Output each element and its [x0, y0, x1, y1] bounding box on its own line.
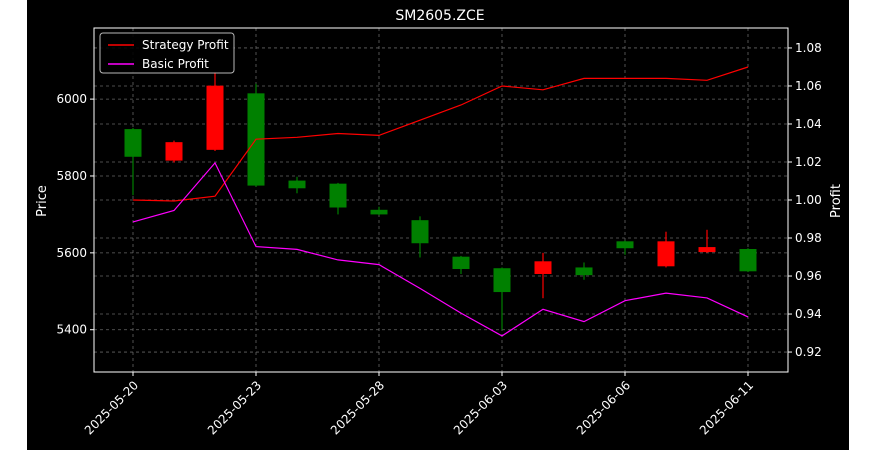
candle-body — [493, 268, 511, 293]
y-left-tick-label: 5600 — [56, 246, 87, 260]
y-right-tick-label: 0.92 — [795, 345, 822, 359]
candle-body — [329, 183, 347, 208]
y-right-tick-label: 1.08 — [795, 41, 822, 55]
basic-profit-line — [132, 161, 749, 337]
candle-body — [452, 256, 470, 269]
y-left-tick-label: 5800 — [56, 169, 87, 183]
profit-lines — [132, 66, 749, 337]
plot-frame — [93, 27, 789, 373]
x-tick-label: 2025-06-11 — [697, 378, 756, 437]
candle-body — [616, 241, 634, 249]
y-axis-left-label: Price — [35, 185, 50, 217]
candle-body — [657, 241, 675, 267]
candle-body — [288, 180, 306, 189]
legend-box — [99, 32, 235, 74]
y-axis-right-label: Profit — [829, 184, 844, 218]
y-right-tick-label: 1.06 — [795, 79, 822, 93]
y-left-tick-label: 5400 — [56, 323, 87, 337]
x-tick-label: 2025-06-03 — [451, 378, 510, 437]
candle-body — [124, 129, 142, 157]
chart-title: SM2605.ZCE — [395, 8, 484, 24]
candlestick-chart: SM2605.ZCE 2025-05-20 2025-05-23 2025-05-2… — [35, 8, 844, 437]
candle-body — [165, 142, 183, 161]
legend-label: Strategy Profit — [142, 38, 229, 52]
x-tick-label: 2025-06-06 — [574, 378, 633, 437]
candle-body — [206, 85, 224, 150]
candle-body — [698, 247, 716, 253]
y-left-tick-label: 6000 — [56, 92, 87, 106]
x-tick-label: 2025-05-23 — [205, 378, 264, 437]
candle-body — [411, 220, 429, 244]
candle-body — [575, 267, 593, 276]
legend-label: Basic Profit — [142, 57, 209, 71]
candle-body — [534, 261, 552, 274]
figure: SM2605.ZCE 2025-05-20 2025-05-23 2025-05-2… — [27, 0, 849, 450]
legend: Strategy Profit Basic Profit — [99, 32, 235, 74]
y-right-tick-label: 0.96 — [795, 269, 822, 283]
x-tick-label: 2025-05-28 — [328, 378, 387, 437]
candles — [124, 72, 757, 330]
y-right-tick-label: 0.94 — [795, 307, 822, 321]
strategy-profit-line — [132, 66, 749, 202]
y-right-tick-label: 1.04 — [795, 117, 822, 131]
y-right-tick-label: 1.02 — [795, 155, 822, 169]
y-right-tick-label: 0.98 — [795, 231, 822, 245]
candle-body — [739, 249, 757, 272]
candle-body — [370, 209, 388, 215]
x-tick-label: 2025-05-20 — [82, 378, 141, 437]
y-right-tick-label: 1.00 — [795, 193, 822, 207]
